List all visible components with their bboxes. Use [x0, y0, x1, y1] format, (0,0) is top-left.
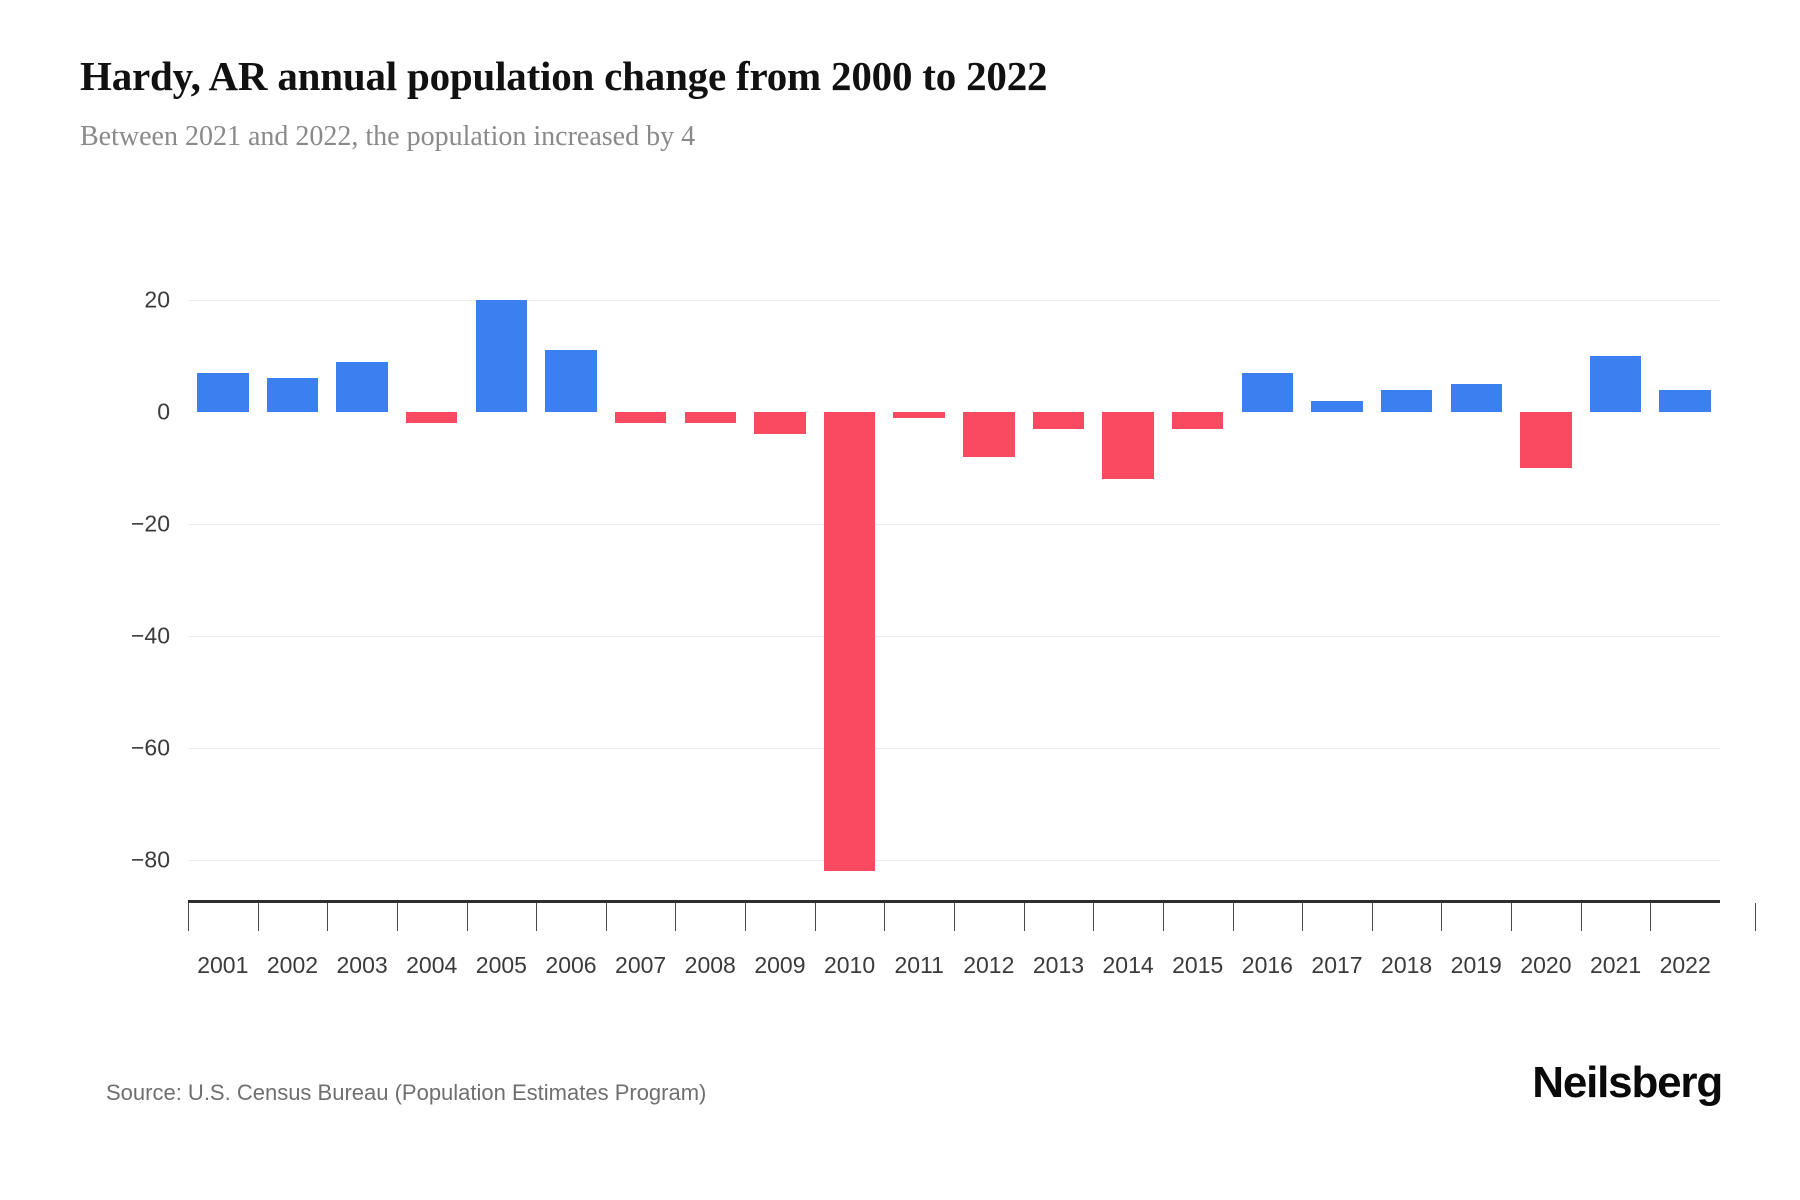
x-axis-label-2010: 2010 — [823, 952, 876, 978]
bar-2012[interactable] — [963, 412, 1015, 457]
y-axis-label: −60 — [130, 734, 170, 761]
bar-2022[interactable] — [1659, 389, 1711, 412]
x-axis-label-2021: 2021 — [1589, 952, 1642, 978]
x-axis-label-2003: 2003 — [336, 952, 388, 978]
x-tick — [606, 903, 607, 931]
x-tick — [1511, 903, 1512, 931]
gridline--80 — [188, 860, 1720, 861]
x-axis-line — [188, 900, 1720, 903]
y-axis-label: −20 — [130, 510, 170, 537]
x-tick — [467, 903, 468, 931]
x-axis-label-2007: 2007 — [615, 952, 667, 978]
x-axis-label-2015: 2015 — [1172, 952, 1224, 978]
y-axis-label: 0 — [157, 398, 170, 425]
x-tick — [675, 903, 676, 931]
y-axis-label: −80 — [130, 846, 170, 873]
x-axis-label-2006: 2006 — [545, 952, 597, 978]
x-axis-label-2005: 2005 — [475, 952, 527, 978]
x-tick — [1024, 903, 1025, 931]
x-axis-label-2022: 2022 — [1659, 952, 1711, 978]
chart-header: Hardy, AR annual population change from … — [80, 52, 1720, 154]
gridline--20 — [188, 524, 1720, 525]
x-axis-label-2013: 2013 — [1032, 952, 1085, 978]
source-note: Source: U.S. Census Bureau (Population E… — [106, 1080, 707, 1105]
x-axis-label-2009: 2009 — [754, 952, 806, 978]
x-axis-label-2008: 2008 — [684, 952, 736, 978]
bar-2011[interactable] — [893, 412, 945, 418]
bar-2008[interactable] — [684, 412, 737, 424]
bar-2003[interactable] — [336, 361, 388, 412]
x-axis-label-2011: 2011 — [894, 952, 944, 978]
x-axis-label-2004: 2004 — [406, 952, 458, 978]
gridline-20 — [188, 300, 1720, 301]
brand-logo: Neilsberg — [1532, 1058, 1723, 1107]
bar-2020[interactable] — [1520, 412, 1572, 468]
x-tick — [188, 903, 189, 931]
x-tick — [954, 903, 955, 931]
x-axis-label-2012: 2012 — [963, 952, 1015, 978]
x-tick — [884, 903, 885, 931]
x-tick — [1372, 903, 1373, 931]
gridline--60 — [188, 748, 1720, 749]
bar-2007[interactable] — [614, 412, 667, 424]
x-axis-label-2019: 2019 — [1450, 952, 1502, 978]
x-tick — [1650, 903, 1651, 931]
bar-2009[interactable] — [754, 412, 806, 435]
bar-2016[interactable] — [1241, 372, 1294, 412]
x-axis-label-2001: 2001 — [197, 952, 249, 978]
bar-2018[interactable] — [1380, 389, 1433, 412]
chart-subtitle: Between 2021 and 2022, the population in… — [80, 121, 696, 153]
x-tick — [258, 903, 259, 931]
bar-2014[interactable] — [1102, 412, 1154, 480]
bar-2010[interactable] — [823, 412, 876, 872]
x-axis-label-2002: 2002 — [266, 952, 319, 978]
x-tick — [536, 903, 537, 931]
x-axis-label-2020: 2020 — [1520, 952, 1572, 978]
bar-2013[interactable] — [1032, 412, 1085, 429]
x-tick — [397, 903, 398, 931]
y-axis-label: −40 — [130, 622, 170, 649]
bar-2001[interactable] — [197, 372, 249, 412]
bar-2019[interactable] — [1450, 384, 1503, 412]
bar-2005[interactable] — [475, 300, 528, 412]
bar-2004[interactable] — [405, 412, 458, 424]
bar-2021[interactable] — [1589, 356, 1642, 412]
x-axis-label-2018: 2018 — [1381, 952, 1433, 978]
x-tick — [1233, 903, 1234, 931]
x-axis-label-2014: 2014 — [1102, 952, 1154, 978]
y-axis: 20 0 −20 −40 −60 −80 — [100, 0, 170, 1200]
x-axis-label-2017: 2017 — [1311, 952, 1363, 978]
page-title: Hardy, AR annual population change from … — [80, 53, 1048, 99]
bar-2017[interactable] — [1311, 400, 1363, 412]
y-axis-label: 20 — [144, 286, 170, 313]
x-tick — [1755, 903, 1756, 931]
gridline--40 — [188, 636, 1720, 637]
x-tick — [1441, 903, 1442, 931]
x-tick — [327, 903, 328, 931]
x-tick — [745, 903, 746, 931]
x-tick — [1302, 903, 1303, 931]
bar-2015[interactable] — [1171, 412, 1224, 429]
x-tick — [1093, 903, 1094, 931]
x-axis-label-2016: 2016 — [1241, 952, 1293, 978]
bar-2006[interactable] — [545, 350, 597, 412]
bar-2002[interactable] — [266, 378, 319, 412]
x-tick — [1163, 903, 1164, 931]
x-tick — [1581, 903, 1582, 931]
x-tick — [815, 903, 816, 931]
